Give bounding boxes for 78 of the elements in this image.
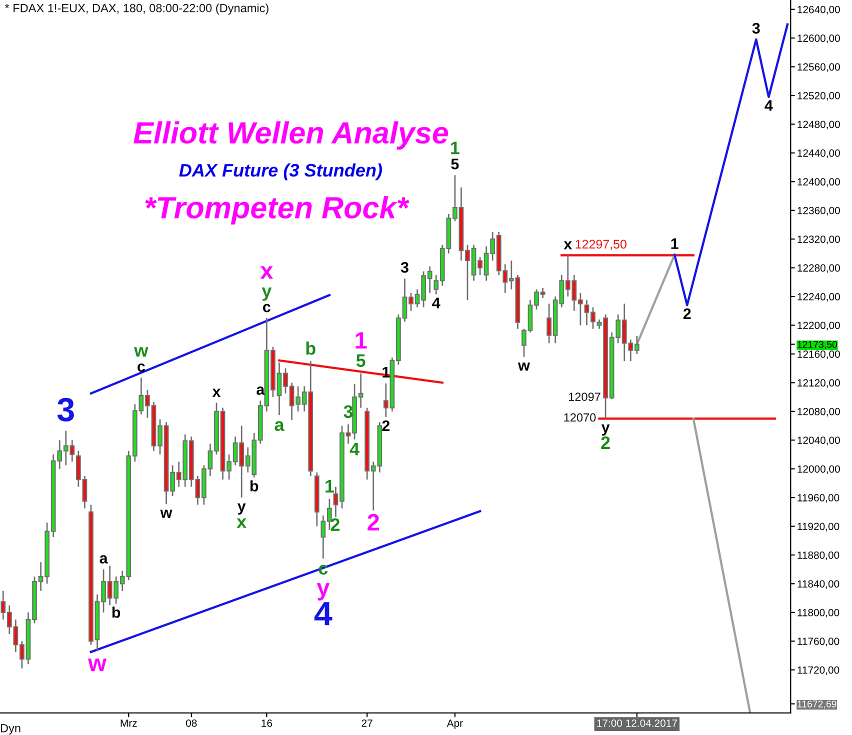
annotation: 1 [671,238,678,249]
annotation: 2 [330,518,340,531]
annotation: 2 [382,420,390,431]
y-tick-label: 12080,00 [798,408,840,417]
annotation: x [564,241,572,250]
annotation: 1 [326,480,334,492]
y-tick-label: 11760,00 [798,638,840,646]
y-tick-label: 12280,00 [798,264,840,273]
annotation: y [237,503,246,515]
annotation: b [250,480,258,492]
y-tick-label: 12400,00 [798,178,840,187]
annotation: x [212,388,221,397]
annotation: 2 [683,308,691,319]
x-tick-label: 17:00 12.04.2017 [597,719,677,727]
annotation: y [601,424,610,436]
y-tick-label: 12480,00 [798,120,840,130]
text: Elliott Wellen Analyse [134,121,448,150]
annotation: 2 [368,514,379,530]
line-series [673,23,789,306]
y-tick-label: 12360,00 [798,206,840,216]
y-tick-label: 12640,00 [798,6,840,14]
annotation: 4 [432,298,440,308]
y-tick-label: 11800,00 [798,608,840,618]
annotation: a [274,421,284,432]
annotation: c [138,363,145,372]
y-tick-label: 12600,00 [798,34,840,44]
x-tick-label: 16 [262,719,272,727]
y-tick-label: 12440,00 [798,149,840,158]
x-tick-label: Apr [446,720,463,729]
x-tick-label: 27 [362,719,372,727]
y-tick-label: 12560,00 [798,63,840,72]
annotation: x [260,266,274,279]
annotation: w [134,347,148,357]
annotation: 1 [356,332,367,349]
y-tick-label: 11880,00 [798,551,840,560]
annotation: 5 [451,158,459,170]
y-tick-label: 12040,00 [798,436,840,446]
annotation: a [100,555,108,564]
annotation: 4 [764,100,773,111]
y-tick-label: 12320,00 [798,236,840,244]
y-tick-label: 12000,00 [798,465,840,474]
annotation: x [236,518,246,528]
annotation: 12297,50 [576,240,626,250]
annotation: 1 [451,142,460,154]
annotation: 2 [601,436,610,449]
text: DAX Future (3 Stunden) [179,163,382,180]
x-tick-label: Mrz [120,720,137,727]
annotation: c [263,304,270,312]
annotation: w [160,510,172,518]
annotation: 12070 [564,413,596,422]
annotation: w [88,658,106,672]
annotation: * FDAX 1!-EUX, DAX, 180, 08:00-22:00 (Dynamic) [4,4,268,15]
y-tick-label: 12173,50 [798,341,838,350]
annotation: 3 [57,398,74,422]
annotation: 4 [350,442,360,456]
y-tick-label: 11960,00 [798,494,840,503]
annotation: w [518,362,530,371]
y-tick-label: 11672,69 [798,700,836,709]
annotation: *Trompeten Rock* [145,196,410,225]
annotation: 4 [314,602,332,626]
text: Dyn [0,724,20,735]
annotation: b [112,606,120,618]
annotation: y [316,583,330,601]
y-tick-label: 12120,00 [798,379,840,388]
y-tick-label: 11920,00 [798,522,840,532]
x-tick-label: 08 [186,719,197,727]
y-tick-label: 12520,00 [798,92,840,101]
y-tick-label: 11720,00 [798,666,840,675]
annotation: y [262,287,272,301]
annotation: 3 [400,262,408,273]
annotation: b [306,342,316,355]
y-tick-label: 12160,00 [798,350,840,360]
y-tick-label: 12200,00 [798,322,840,330]
y-tick-label: 11840,00 [798,580,840,589]
annotation: 3 [752,22,760,34]
annotation: 5 [356,354,366,367]
y-tick-label: 12240,00 [798,293,840,302]
annotation: 12097 [568,392,600,401]
